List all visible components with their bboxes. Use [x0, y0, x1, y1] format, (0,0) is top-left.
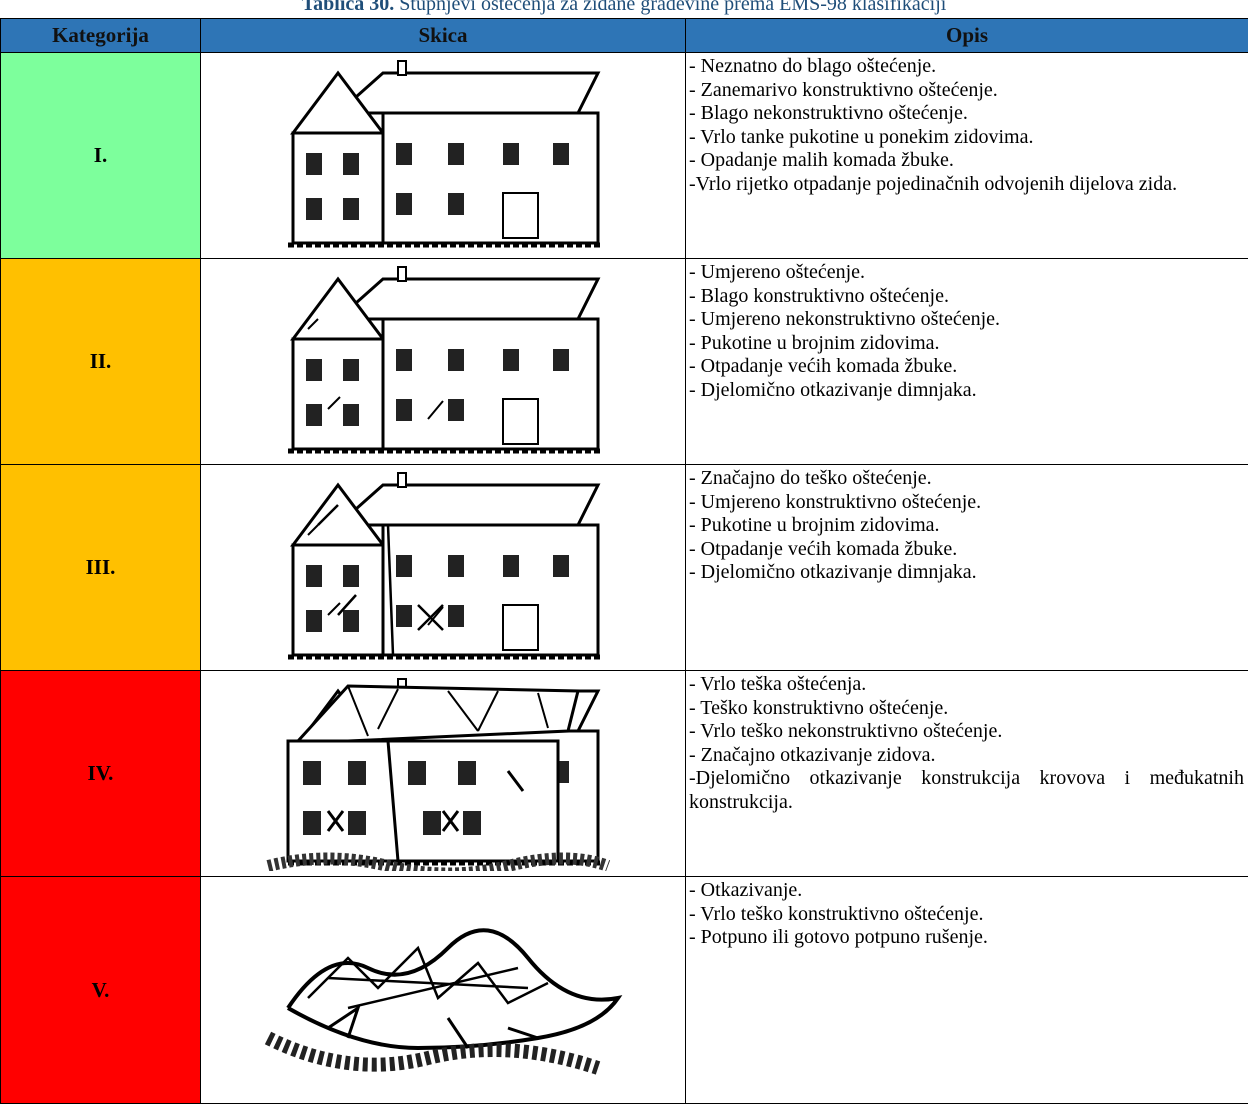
table-row: I. - Neznatno do blago oštećenje.- Zanema…	[1, 53, 1248, 259]
sketch-cell	[201, 671, 686, 877]
description-item: - Umjereno oštećenje.	[689, 261, 1244, 285]
damage-table: Kategorija Skica Opis I. - Neznatno do bl…	[0, 18, 1248, 1104]
description-item: -Vrlo rijetko otpadanje pojedinačnih odv…	[689, 173, 1244, 197]
description-item: - Pukotine u brojnim zidovima.	[689, 332, 1244, 356]
description-item: - Djelomično otkazivanje dimnjaka.	[689, 561, 1244, 585]
header-cell: Kategorija	[1, 19, 201, 53]
description-item: - Potpuno ili gotovo potpuno rušenje.	[689, 926, 1244, 950]
description-item: - Otkazivanje.	[689, 879, 1244, 903]
building-sketch	[248, 671, 638, 871]
category-cell: III.	[1, 465, 201, 671]
description-item: - Teško konstruktivno oštećenje.	[689, 697, 1244, 721]
description-item: - Zanemarivo konstruktivno oštećenje.	[689, 79, 1244, 103]
description-cell: - Otkazivanje.- Vrlo teško konstruktivno…	[686, 877, 1248, 1104]
building-sketch	[248, 888, 638, 1088]
description-item: - Neznatno do blago oštećenje.	[689, 55, 1244, 79]
description-item: - Značajno do teško oštećenje.	[689, 467, 1244, 491]
sketch-cell	[201, 877, 686, 1104]
description-item: - Otpadanje većih komada žbuke.	[689, 538, 1244, 562]
table-body: I. - Neznatno do blago oštećenje.- Zanema…	[1, 53, 1248, 1104]
building-sketch	[248, 259, 638, 459]
table-row: II. - Umjereno oštećenje.- Blago konstruk…	[1, 259, 1248, 465]
description-item: - Opadanje malih komada žbuke.	[689, 149, 1244, 173]
description-item: - Umjereno nekonstruktivno oštećenje.	[689, 308, 1244, 332]
description-item: - Djelomično otkazivanje dimnjaka.	[689, 379, 1244, 403]
caption-text: Stupnjevi oštećenja za zidane građevine …	[399, 0, 946, 15]
description-item: - Vrlo tanke pukotine u ponekim zidovima…	[689, 126, 1244, 150]
description-item: - Značajno otkazivanje zidova.	[689, 744, 1244, 768]
building-sketch	[248, 53, 638, 253]
table-row: IV. - Vrlo teška oštećenja.- Teško konstr…	[1, 671, 1248, 877]
description-cell: - Značajno do teško oštećenje.- Umjereno…	[686, 465, 1248, 671]
category-cell: I.	[1, 53, 201, 259]
sketch-cell	[201, 53, 686, 259]
category-cell: V.	[1, 877, 201, 1104]
building-sketch	[248, 465, 638, 665]
header-cell: Skica	[201, 19, 686, 53]
sketch-cell	[201, 465, 686, 671]
header-row: Kategorija Skica Opis	[1, 19, 1248, 53]
description-cell: - Vrlo teška oštećenja.- Teško konstrukt…	[686, 671, 1248, 877]
description-item: - Blago nekonstruktivno oštećenje.	[689, 102, 1244, 126]
description-item: - Otpadanje većih komada žbuke.	[689, 355, 1244, 379]
description-cell: - Neznatno do blago oštećenje.- Zanemari…	[686, 53, 1248, 259]
table-caption: Tablica 30. Stupnjevi oštećenja za zidan…	[0, 0, 1248, 16]
header-cell: Opis	[686, 19, 1248, 53]
description-item: - Vrlo teško nekonstruktivno oštećenje.	[689, 720, 1244, 744]
caption-label: Tablica 30.	[302, 0, 395, 15]
sketch-cell	[201, 259, 686, 465]
description-cell: - Umjereno oštećenje.- Blago konstruktiv…	[686, 259, 1248, 465]
table-row: V. - Otkazivanje.- Vrlo teško konstruktiv…	[1, 877, 1248, 1104]
description-item: -Djelomično otkazivanje konstrukcija kro…	[689, 767, 1244, 814]
description-item: - Vrlo teško konstruktivno oštećenje.	[689, 903, 1244, 927]
description-item: - Umjereno konstruktivno oštećenje.	[689, 491, 1244, 515]
description-item: - Vrlo teška oštećenja.	[689, 673, 1244, 697]
description-item: - Blago konstruktivno oštećenje.	[689, 285, 1244, 309]
category-cell: IV.	[1, 671, 201, 877]
description-item: - Pukotine u brojnim zidovima.	[689, 514, 1244, 538]
category-cell: II.	[1, 259, 201, 465]
table-row: III. - Značajno do teško oštećenje.- Umje…	[1, 465, 1248, 671]
